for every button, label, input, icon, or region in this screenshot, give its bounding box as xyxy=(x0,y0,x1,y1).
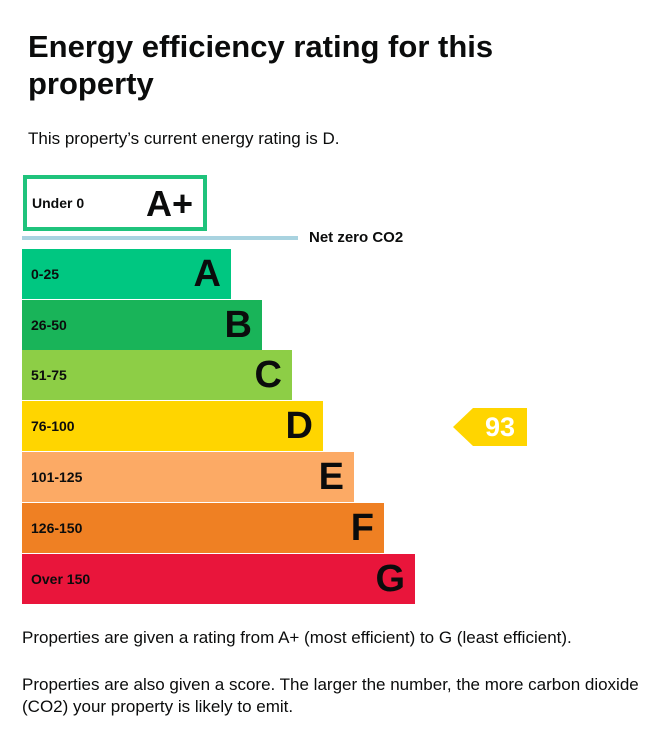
band-letter: D xyxy=(285,405,313,447)
band-letter: A xyxy=(193,253,221,295)
band-range: 51-75 xyxy=(31,367,67,383)
band-e: 101-125 E xyxy=(22,452,354,502)
rating-explanation: Properties are given a rating from A+ (m… xyxy=(22,628,572,647)
arrow-pointer-icon xyxy=(453,408,527,446)
band-f: 126-150 F xyxy=(22,503,384,553)
band-g: Over 150 G xyxy=(22,554,415,604)
band-range: 126-150 xyxy=(31,520,83,536)
band-c: 51-75 C xyxy=(22,350,292,400)
band-letter: G xyxy=(375,558,405,600)
band-letter: E xyxy=(318,456,344,498)
net-zero-label: Net zero CO2 xyxy=(309,229,404,246)
band-range: Under 0 xyxy=(32,195,85,211)
band-range: 101-125 xyxy=(31,469,83,485)
band-letter: F xyxy=(350,507,374,549)
band-letter: C xyxy=(254,354,282,396)
current-score: 93 xyxy=(484,412,515,442)
band-range: 0-25 xyxy=(31,266,60,282)
band-a: 0-25 A xyxy=(22,249,231,299)
band-range: 76-100 xyxy=(31,418,75,434)
current-score-marker: 93 xyxy=(453,408,527,446)
band-letter: B xyxy=(224,304,252,346)
score-explanation: Properties are also given a score. The l… xyxy=(22,675,639,716)
band-range: 26-50 xyxy=(31,317,67,333)
band-letter: A+ xyxy=(145,183,193,224)
band-a-plus: Under 0 A+ xyxy=(23,175,207,231)
band-b: 26-50 B xyxy=(22,300,262,350)
current-rating-text: This property’s current energy rating is… xyxy=(28,129,340,148)
net-zero-line xyxy=(22,236,298,240)
band-d: 76-100 D xyxy=(22,401,323,451)
band-range: Over 150 xyxy=(31,571,91,587)
page-title: Energy efficiency rating for this proper… xyxy=(28,29,494,101)
